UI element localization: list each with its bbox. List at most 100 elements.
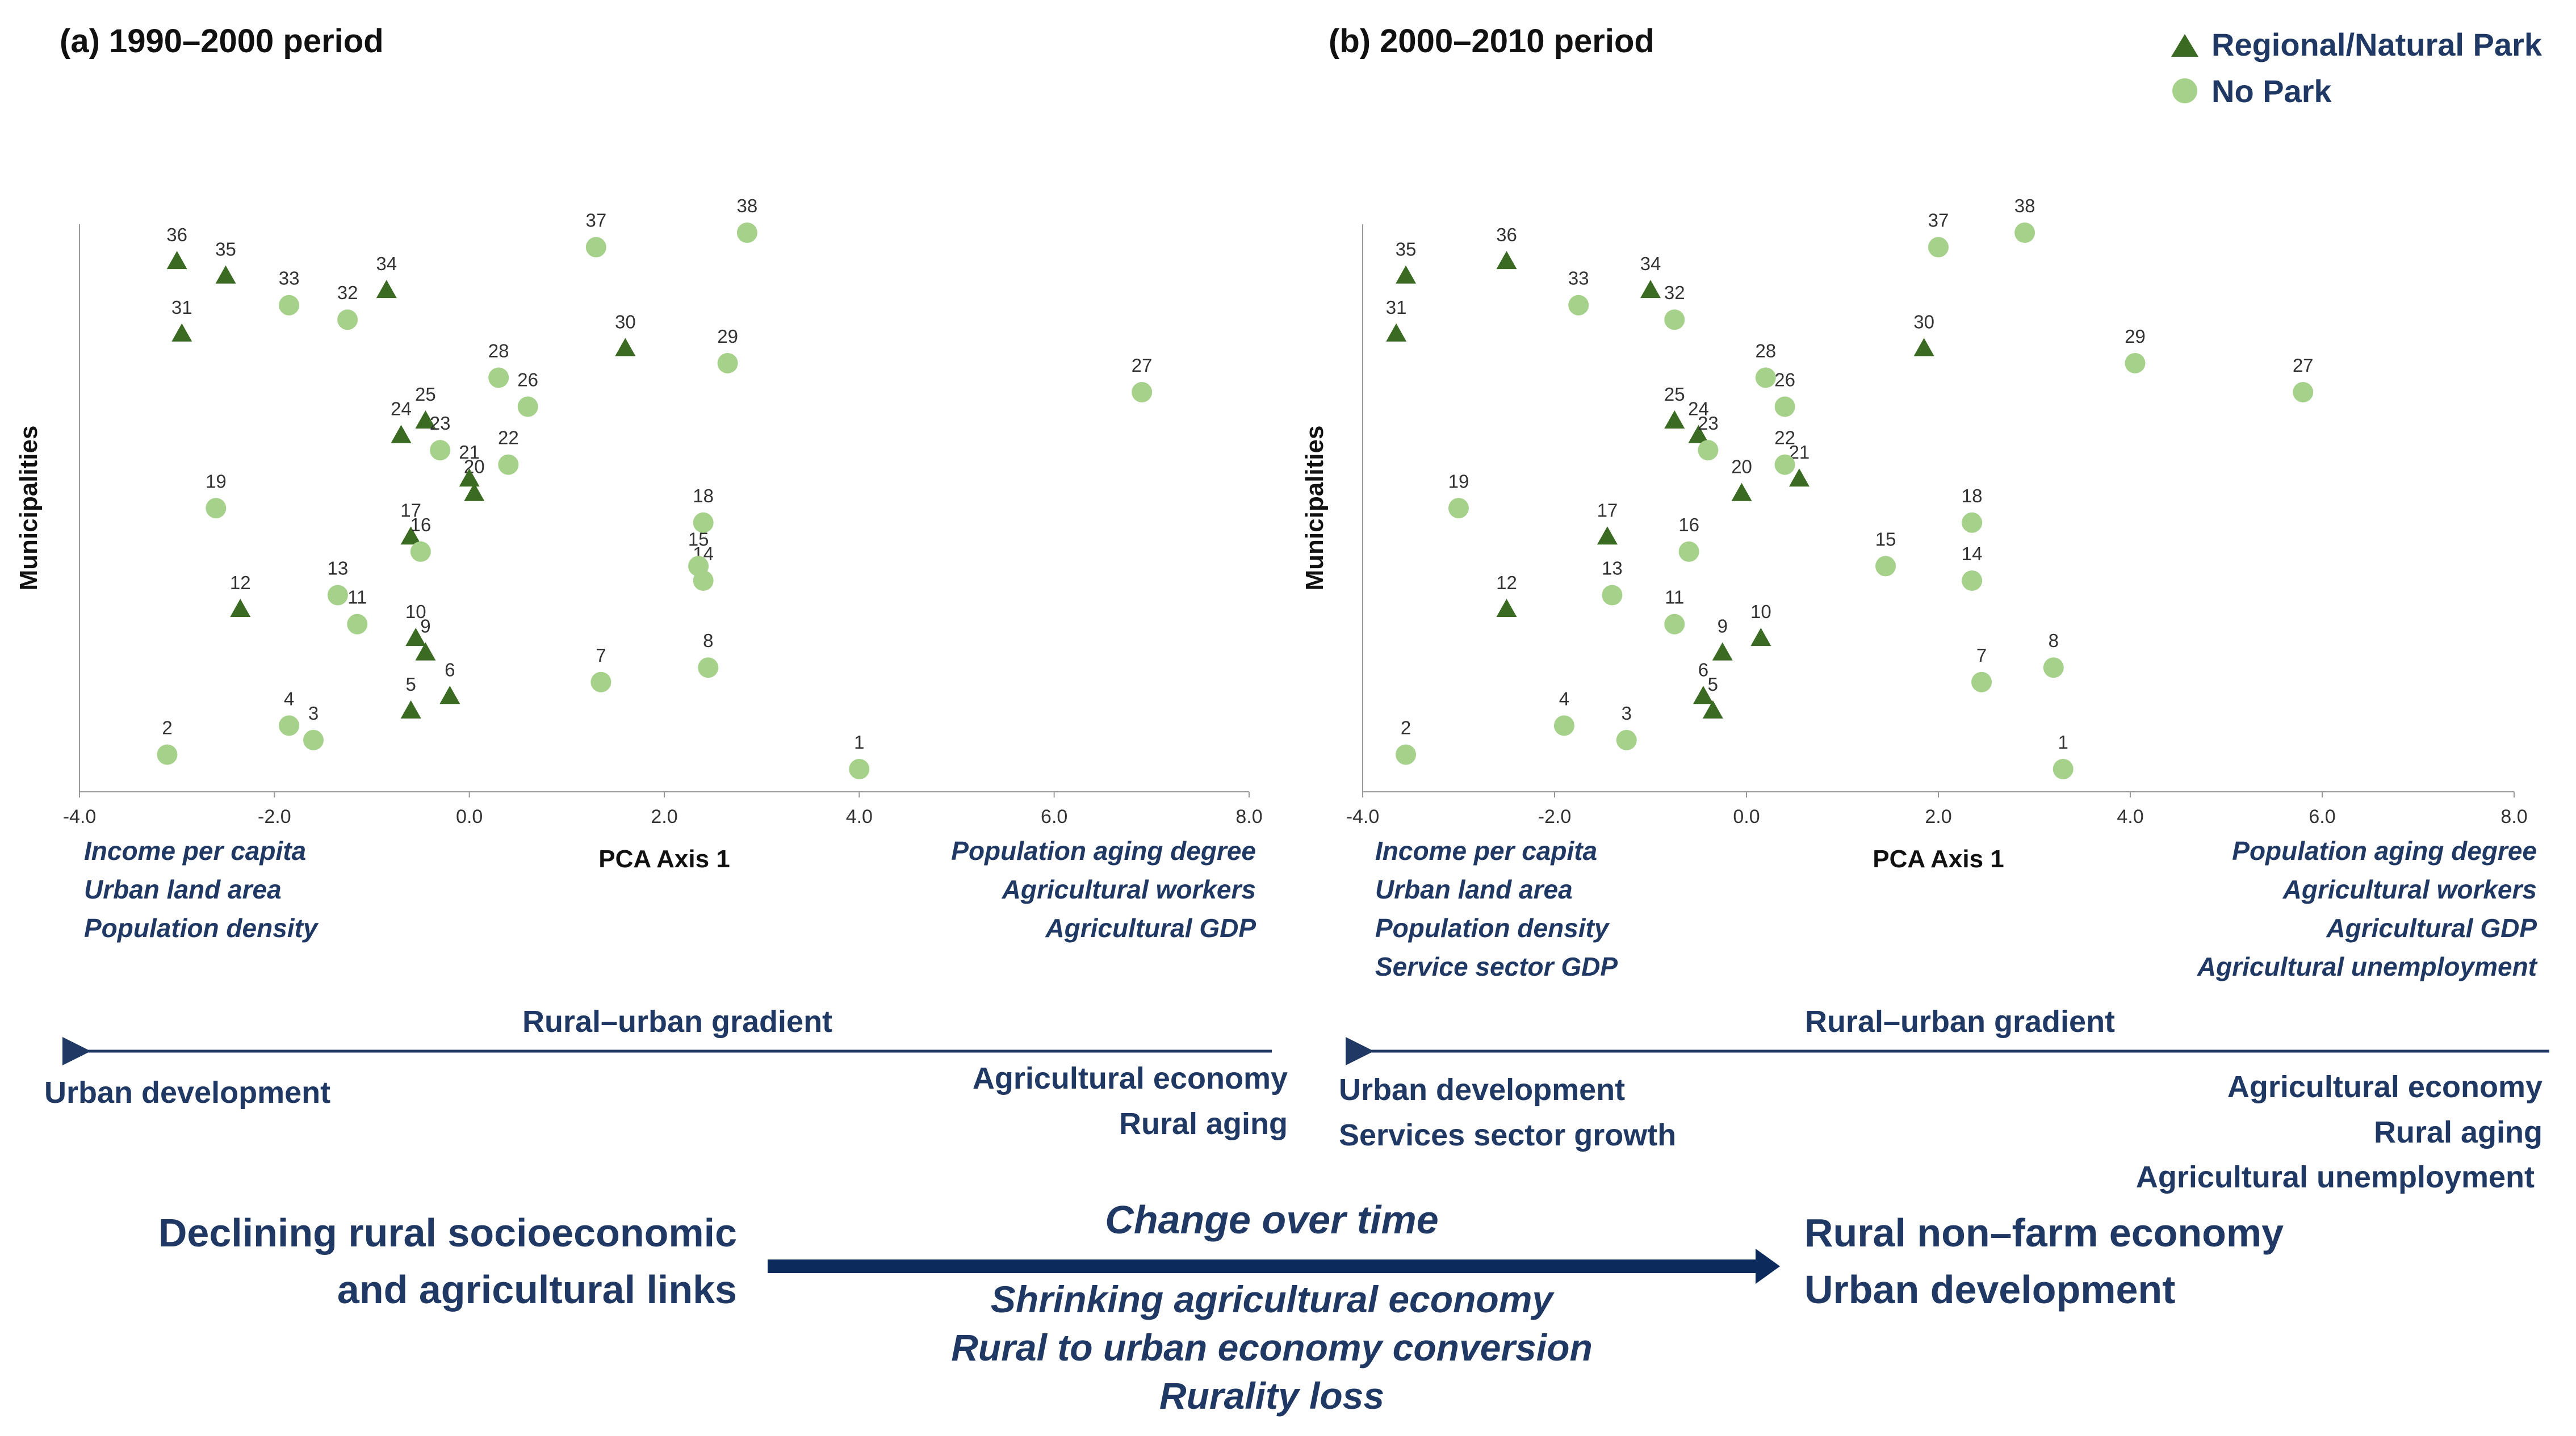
point-label: 34	[376, 253, 397, 274]
no-park-point-marker	[698, 657, 719, 678]
right-pole: Agricultural economy	[973, 1061, 1288, 1095]
park-point-marker	[1693, 686, 1714, 704]
x-tick-label: 0.0	[456, 806, 483, 828]
park-point-marker	[405, 628, 426, 646]
no-park-point-marker	[1396, 744, 1417, 765]
y-axis-title: Municipalities	[1301, 426, 1329, 591]
no-park-point-marker	[1664, 614, 1685, 635]
no-park-point-marker	[327, 585, 348, 606]
no-park-point-marker	[1962, 512, 1983, 533]
park-point-marker	[230, 599, 251, 618]
no-park-point-marker	[347, 614, 368, 635]
summary-center-title: Change over time	[1105, 1198, 1438, 1242]
point-label: 29	[717, 326, 738, 347]
left-pole: Urban development	[1339, 1073, 1625, 1107]
park-point-marker	[415, 410, 436, 429]
var-label: Population density	[84, 913, 319, 943]
no-park-point-marker	[717, 352, 738, 373]
no-park-point-marker	[157, 744, 178, 765]
point-label: 25	[1664, 384, 1685, 405]
no-park-point-marker	[337, 309, 358, 330]
park-point-marker	[1496, 599, 1517, 618]
park-point-marker	[439, 686, 460, 704]
no-park-point-marker	[1602, 585, 1623, 606]
gradient-label: Rural–urban gradient	[1805, 1005, 2115, 1039]
park-point-marker	[391, 425, 412, 443]
left-pole: Urban development	[44, 1076, 330, 1110]
x-tick-label: 4.0	[2117, 806, 2143, 828]
point-label: 9	[1718, 616, 1728, 637]
right-pole: Rural aging	[2374, 1115, 2543, 1149]
var-label: Agricultural workers	[2282, 875, 2537, 904]
no-park-point-marker	[410, 541, 431, 562]
no-park-point-marker	[498, 454, 519, 475]
point-label: 7	[596, 645, 606, 666]
point-label: 20	[1731, 456, 1752, 477]
point-label: 12	[230, 572, 251, 593]
point-label: 22	[498, 427, 519, 448]
point-label: 30	[615, 311, 636, 332]
point-label: 11	[347, 587, 367, 608]
summary-center-sub: Rural to urban economy conversion	[951, 1326, 1593, 1368]
park-point-marker	[171, 323, 192, 342]
point-label: 6	[1698, 659, 1708, 680]
summary-right-line: Rural non–farm economy	[1804, 1211, 2284, 1255]
point-label: 16	[410, 514, 431, 535]
no-park-point-marker	[1553, 715, 1574, 736]
no-park-point-marker	[1755, 367, 1776, 388]
point-label: 38	[737, 195, 758, 216]
no-park-point-marker	[1971, 671, 1992, 692]
var-label: Income per capita	[1375, 836, 1597, 866]
no-park-point-marker	[1616, 729, 1637, 750]
var-label: Agricultural workers	[1002, 875, 1256, 904]
panel-b-right-vars: Population aging degree Agricultural wor…	[2197, 836, 2538, 981]
no-park-point-marker	[488, 367, 509, 388]
var-label: Urban land area	[84, 875, 282, 904]
point-label: 24	[391, 398, 412, 419]
var-label: Population aging degree	[2232, 836, 2537, 866]
x-tick-label: 0.0	[1733, 806, 1760, 828]
legend-park-label: Regional/Natural Park	[2211, 27, 2543, 62]
point-label: 17	[1597, 499, 1618, 520]
point-label: 27	[1132, 355, 1153, 376]
park-point-marker	[1731, 482, 1752, 501]
park-point-marker	[215, 265, 236, 284]
park-point-marker	[1913, 338, 1934, 356]
left-pole: Services sector growth	[1339, 1118, 1676, 1152]
park-point-marker	[1386, 323, 1407, 342]
no-park-point-marker	[2014, 222, 2035, 243]
no-park-point-marker	[2125, 352, 2146, 373]
summary-left-line: and agricultural links	[337, 1267, 737, 1312]
park-point-marker	[615, 338, 636, 356]
panel-b-gradient: Rural–urban gradient Urban development S…	[1339, 1005, 2549, 1194]
point-label: 28	[488, 340, 509, 361]
point-label: 13	[328, 558, 349, 579]
legend-park-icon	[2171, 34, 2198, 57]
no-park-point-marker	[590, 671, 611, 692]
x-tick-label: 6.0	[2309, 806, 2335, 828]
point-label: 18	[693, 485, 714, 506]
point-label: 35	[215, 239, 236, 260]
point-label: 5	[405, 674, 416, 695]
no-park-point-marker	[585, 237, 606, 258]
no-park-point-marker	[1664, 309, 1685, 330]
no-park-point-marker	[1132, 381, 1153, 402]
point-label: 4	[1559, 688, 1569, 709]
no-park-point-marker	[2293, 381, 2314, 402]
x-tick-label: 2.0	[1925, 806, 1951, 828]
no-park-point-marker	[430, 440, 451, 461]
panel-a-gradient: Rural–urban gradient Urban development A…	[44, 1005, 1288, 1141]
point-label: 23	[430, 413, 451, 434]
no-park-point-marker	[1568, 295, 1589, 316]
park-point-marker	[1688, 425, 1709, 443]
point-label: 38	[2014, 195, 2035, 216]
point-label: 27	[2293, 355, 2314, 376]
point-label: 22	[1774, 427, 1795, 448]
point-label: 12	[1496, 572, 1517, 593]
no-park-point-marker	[688, 556, 709, 577]
point-label: 1	[2058, 732, 2068, 753]
var-label: Agricultural GDP	[2326, 913, 2537, 943]
point-label: 37	[585, 210, 606, 231]
no-park-point-marker	[736, 222, 757, 243]
point-label: 13	[1602, 558, 1623, 579]
